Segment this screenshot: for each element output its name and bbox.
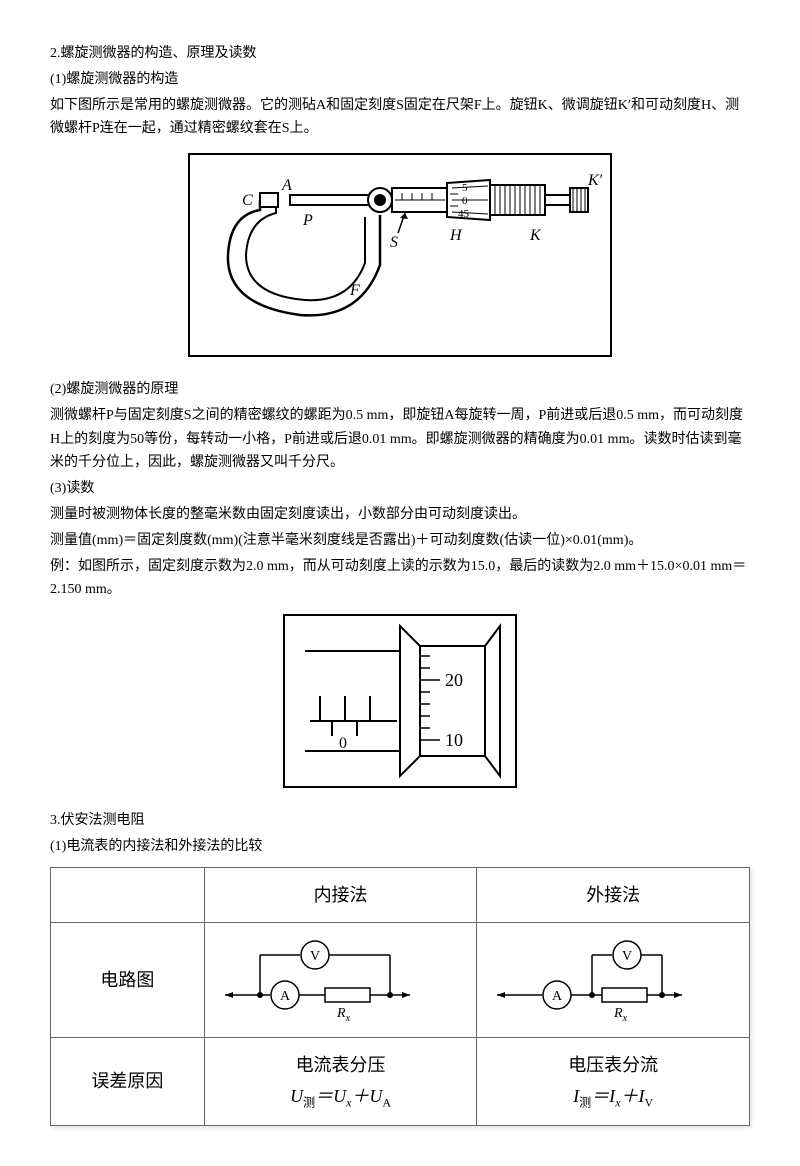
sec2-sub3-p1: 测量时被测物体长度的整毫米数由固定刻度读出，小数部分由可动刻度读出。 [50,503,750,527]
cell-col1: 内接法 [204,867,477,923]
label-K: K [529,227,542,244]
fig2-val20: 20 [445,670,463,690]
label-V2: V [622,949,632,964]
table-row: 电路图 V A Rx [51,923,750,1038]
label-Rx2-sub: x [622,1013,628,1024]
thimble-val-45: 45 [458,208,470,220]
cell-row1-label: 电路图 [51,923,205,1038]
label-Kprime: K′ [587,172,603,189]
label-Rx-sub: x [344,1013,350,1024]
label-A-meter: A [280,989,291,1004]
label-F: F [349,282,360,299]
sec3-sub1-title: (1)电流表的内接法和外接法的比较 [50,835,750,859]
figure-micrometer: 5 0 45 C A P S H [50,153,750,366]
label-V: V [310,949,320,964]
sec2-sub3-p2: 测量值(mm)＝固定刻度数(mm)(注意半毫米刻度线是否露出)＋可动刻度数(估读… [50,529,750,553]
table-row: 内接法 外接法 [51,867,750,923]
sec2-sub1-p1: 如下图所示是常用的螺旋测微器。它的测砧A和固定刻度S固定在尺架F上。旋钮K、微调… [50,94,750,142]
eq-part: 测 [303,1095,315,1109]
eq-part: U [290,1086,303,1106]
label-A: A [281,177,292,194]
label-Rx: R [336,1006,346,1021]
label-Rx2: R [613,1006,623,1021]
circuit-internal-svg: V A Rx [215,935,415,1025]
row2-c2-l2: I测＝Ix＋IV [487,1081,739,1113]
table-row: 误差原因 电流表分压 U测＝Ux＋UA 电压表分流 I测＝Ix＋IV [51,1038,750,1126]
comparison-table: 内接法 外接法 电路图 V A Rx [50,867,750,1126]
label-A-meter2: A [552,989,563,1004]
label-C: C [242,192,253,209]
eq-part: ＋U [351,1086,382,1106]
eq-part: 测 [579,1095,591,1109]
label-S: S [390,234,398,251]
label-H: H [449,227,463,244]
sec2-heading: 2.螺旋测微器的构造、原理及读数 [50,42,750,66]
fig2-val10: 10 [445,730,463,750]
cell-empty [51,867,205,923]
cell-col2: 外接法 [477,867,750,923]
svg-text:Rx: Rx [613,1006,628,1024]
fig2-zero: 0 [339,735,347,752]
cell-row2-c2: 电压表分流 I测＝Ix＋IV [477,1038,750,1126]
cell-row2-label: 误差原因 [51,1038,205,1126]
svg-text:Rx: Rx [336,1006,351,1024]
cell-row2-c1: 电流表分压 U测＝Ux＋UA [204,1038,477,1126]
thimble-val-0: 0 [462,195,468,207]
sec2-sub3-p3: 例：如图所示，固定刻度示数为2.0 mm，而从可动刻度上读的示数为15.0，最后… [50,555,750,603]
micrometer-svg: 5 0 45 C A P S H [190,155,610,355]
row2-c1-l2: U测＝Ux＋UA [215,1081,467,1113]
cell-circuit-internal: V A Rx [204,923,477,1038]
sec2-sub2-title: (2)螺旋测微器的原理 [50,378,750,402]
label-P: P [302,212,313,229]
row2-c2-l1: 电压表分流 [487,1050,739,1081]
eq-part: V [645,1095,654,1109]
eq-part: A [382,1095,391,1109]
eq-part: ＝U [315,1086,346,1106]
reading-svg: 0 20 10 [285,616,515,786]
eq-part: ＋I [621,1086,645,1106]
circuit-external-svg: V A Rx [487,935,687,1025]
thimble-val-5: 5 [462,182,468,194]
sec2-sub2-p1: 测微螺杆P与固定刻度S之间的精密螺纹的螺距为0.5 mm，即旋钮A每旋转一周，P… [50,404,750,475]
sec2-sub3-title: (3)读数 [50,477,750,501]
row2-c1-l1: 电流表分压 [215,1050,467,1081]
figure-reading: 0 20 10 [50,614,750,797]
sec2-sub1-title: (1)螺旋测微器的构造 [50,68,750,92]
sec3-heading: 3.伏安法测电阻 [50,809,750,833]
cell-circuit-external: V A Rx [477,923,750,1038]
eq-part: ＝I [591,1086,615,1106]
